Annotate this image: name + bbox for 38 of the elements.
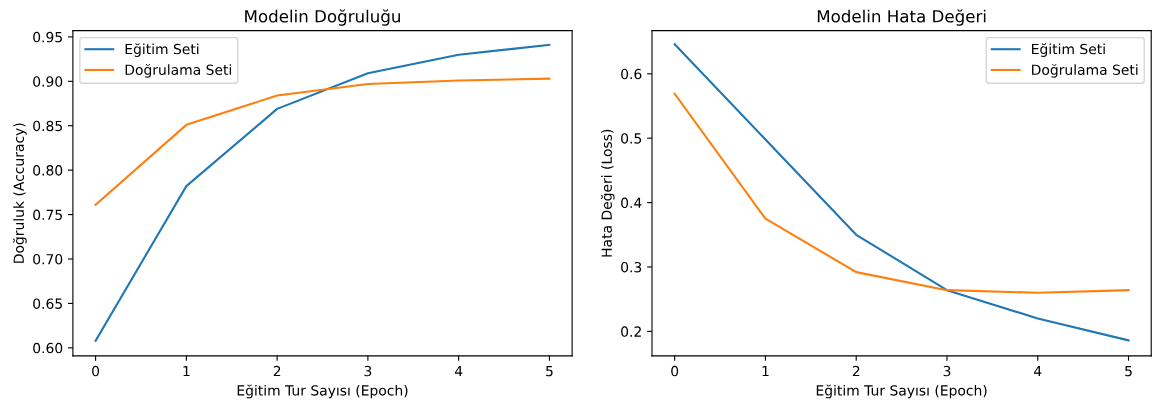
legend-label: Eğitim Seti	[1032, 43, 1105, 57]
x-tick-label: 4	[454, 365, 463, 377]
x-tick-label: 4	[1034, 365, 1042, 377]
y-axis-title: Hata Değeri (Loss)	[600, 129, 615, 257]
x-axis-title: Eğitim Tur Sayısı (Epoch)	[237, 384, 408, 399]
x-tick-label: 1	[183, 365, 190, 377]
x-tick-label: 2	[273, 365, 281, 377]
chart-title: Modelin Hata Değeri	[817, 9, 986, 26]
y-tick-label: 0.5	[621, 133, 642, 144]
line-series	[94, 77, 551, 206]
x-tick-label: 5	[546, 365, 553, 377]
x-tick-label: 2	[852, 365, 860, 377]
y-tick-label: 0.70	[33, 253, 63, 265]
y-tick-label: 0.75	[33, 209, 62, 221]
y-tick-label: 0.85	[33, 120, 62, 132]
line-series	[673, 92, 1130, 294]
y-tick-label: 0.80	[33, 165, 63, 176]
y-tick-label: 0.95	[33, 31, 62, 43]
legend-label: Doğrulama Seti	[125, 63, 231, 78]
y-tick-label: 0.60	[33, 342, 63, 354]
y-axis-title: Doğruluk (Accuracy)	[12, 123, 27, 263]
x-tick-label: 1	[762, 365, 769, 377]
y-tick-label: 0.6	[621, 68, 642, 80]
line-series	[94, 43, 551, 342]
y-tick-label: 0.4	[621, 197, 642, 209]
x-tick-label: 3	[364, 365, 372, 377]
y-tick-label: 0.65	[33, 298, 62, 309]
x-axis-title: Eğitim Tur Sayısı (Epoch)	[816, 384, 987, 399]
legend-label: Eğitim Seti	[125, 43, 199, 57]
y-tick-label: 0.3	[621, 261, 642, 273]
x-tick-label: 0	[92, 365, 100, 377]
x-tick-label: 0	[671, 365, 679, 377]
x-tick-label: 5	[1125, 365, 1132, 377]
x-tick-label: 3	[943, 365, 951, 377]
chart-title: Modelin Doğruluğu	[245, 9, 400, 26]
y-tick-label: 0.90	[33, 76, 63, 87]
y-tick-label: 0.2	[621, 326, 641, 337]
legend-label: Doğrulama Seti	[1032, 63, 1138, 78]
